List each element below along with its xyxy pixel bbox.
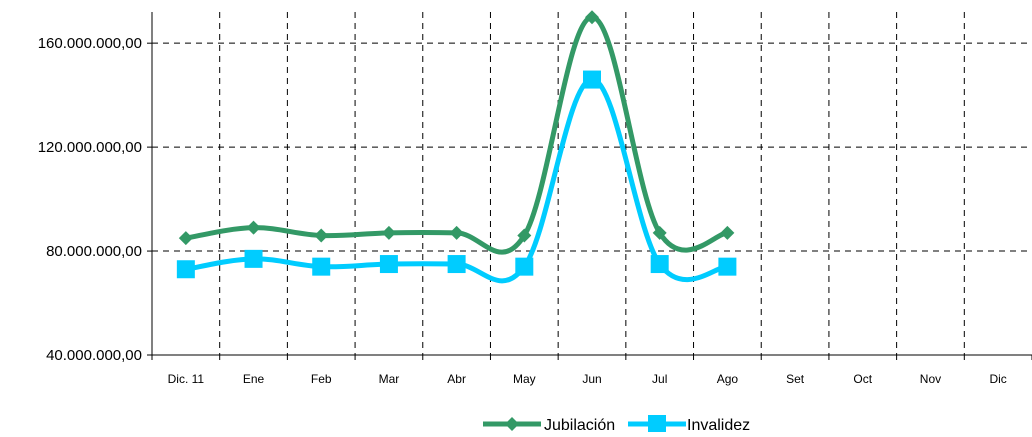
y-tick-label: 160.000.000,00 <box>38 35 142 52</box>
data-point <box>718 257 737 276</box>
legend-item: Invalidez <box>628 415 750 434</box>
data-point <box>449 225 464 240</box>
data-point <box>583 70 601 89</box>
data-point <box>652 225 667 240</box>
data-point <box>650 255 669 274</box>
x-tick-label: Jun <box>582 372 601 386</box>
x-tick-label: Ago <box>717 372 739 386</box>
x-tick-label: Dic. 11 <box>168 372 205 386</box>
data-point <box>447 255 466 274</box>
x-tick-label: Nov <box>920 372 941 386</box>
x-tick-label: Jul <box>652 372 667 386</box>
legend-marker <box>505 417 519 431</box>
data-point <box>312 257 331 276</box>
x-tick-label: Ene <box>243 372 265 386</box>
series-invalidez <box>176 70 737 284</box>
legend-label: Invalidez <box>687 417 750 432</box>
x-tick-label: Feb <box>311 372 332 386</box>
data-point <box>381 225 396 240</box>
data-point <box>517 228 532 243</box>
legend-label: Jubilación <box>544 417 615 432</box>
series-line <box>185 77 728 284</box>
axes: 40.000.000,00 80.000.000,00 120.000.000,00… <box>38 12 1032 386</box>
series-line <box>185 14 728 255</box>
grid <box>152 12 1032 355</box>
data-point <box>244 249 263 268</box>
x-tick-label: Set <box>786 372 805 386</box>
x-tick-label: Dic <box>989 372 1006 386</box>
y-tick-label: 40.000.000,00 <box>46 347 142 364</box>
data-point <box>314 228 329 243</box>
data-point <box>176 260 195 279</box>
data-point <box>379 255 398 274</box>
data-point <box>720 225 735 240</box>
x-tick-label: Oct <box>853 372 872 386</box>
y-tick-label: 80.000.000,00 <box>46 243 142 260</box>
y-tick-label: 120.000.000,00 <box>38 139 142 156</box>
legend: Jubilación Invalidez <box>483 415 750 434</box>
x-tick-label: Abr <box>447 372 466 386</box>
data-point <box>246 220 261 235</box>
legend-marker <box>648 415 666 433</box>
x-tick-label: May <box>513 372 536 386</box>
series-group <box>176 10 737 284</box>
series-jubilacin <box>178 10 735 255</box>
x-tick-label: Mar <box>379 372 400 386</box>
legend-item: Jubilación <box>483 417 615 434</box>
data-point <box>585 10 599 25</box>
data-point <box>178 231 193 246</box>
data-point <box>515 257 534 276</box>
